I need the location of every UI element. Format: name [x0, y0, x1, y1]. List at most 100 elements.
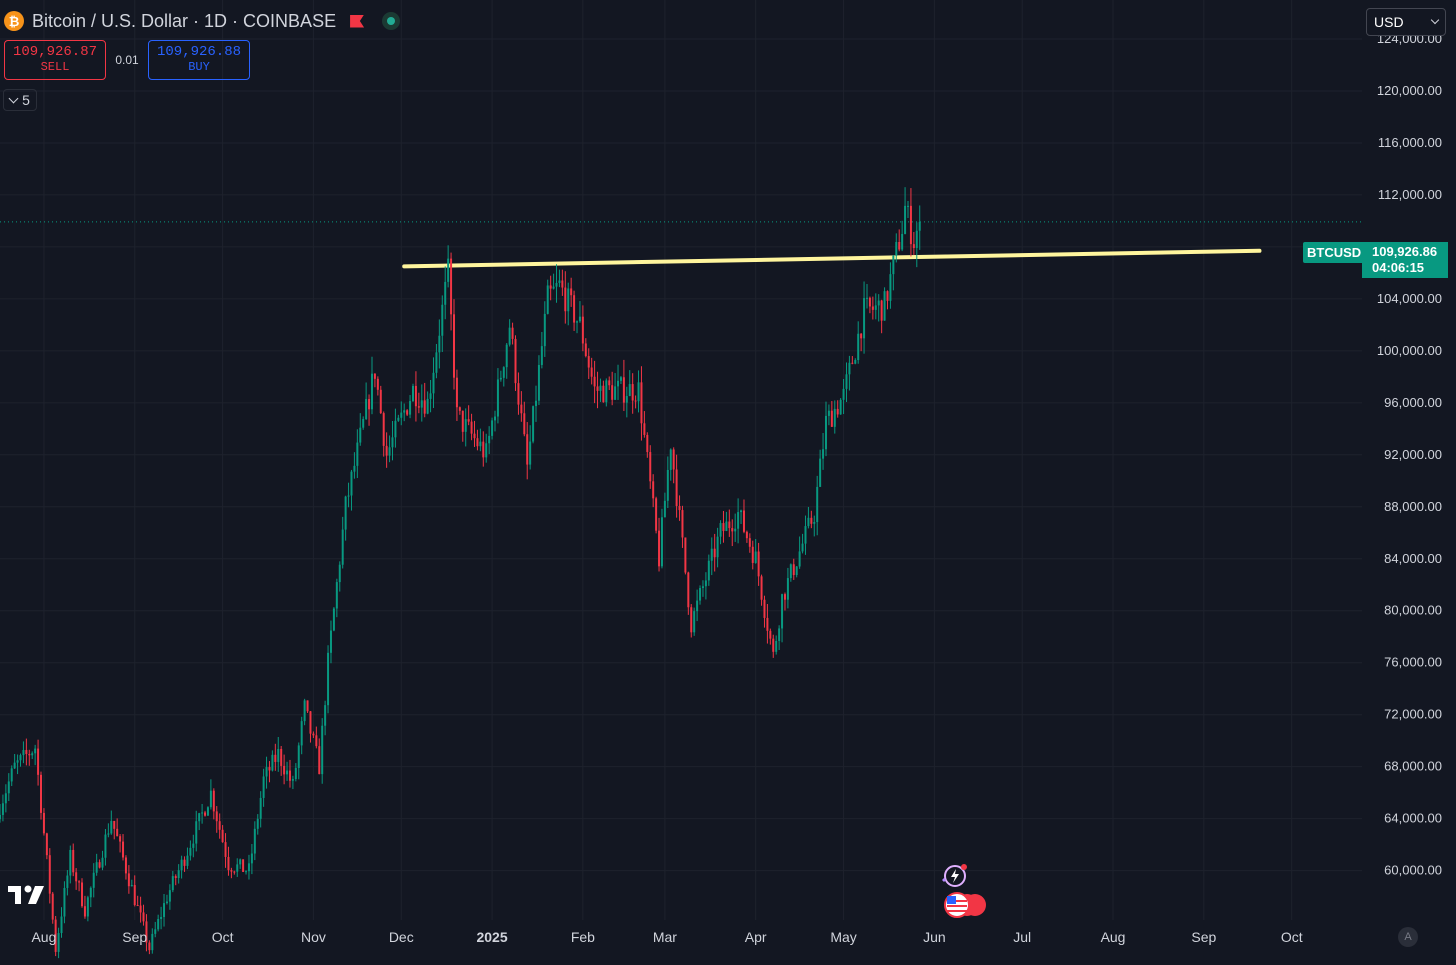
- candle-body: [482, 441, 485, 458]
- currency-select[interactable]: USD: [1366, 8, 1446, 36]
- spread-value: 0.01: [115, 53, 139, 67]
- candle: [713, 533, 716, 572]
- candle-body: [34, 748, 37, 754]
- candle-body: [19, 755, 22, 761]
- candle-body: [666, 469, 669, 501]
- candle: [570, 277, 573, 307]
- candle-body: [89, 887, 92, 898]
- candle: [915, 222, 918, 268]
- candle: [865, 284, 868, 309]
- candle: [388, 435, 391, 463]
- candle: [350, 469, 353, 511]
- candle: [201, 803, 204, 824]
- candle: [540, 331, 543, 369]
- candle: [119, 834, 122, 853]
- indicators-toggle-button[interactable]: 5: [3, 89, 37, 111]
- candle-body: [186, 855, 189, 866]
- candle-body: [447, 258, 450, 282]
- candle-body: [92, 872, 95, 888]
- y-tick-label: 72,000.00: [1384, 707, 1442, 722]
- candle-body: [224, 842, 227, 857]
- candle: [324, 700, 327, 736]
- candle-body: [865, 297, 868, 299]
- candle-body: [614, 386, 617, 400]
- candle: [660, 508, 663, 569]
- candle-body: [291, 779, 294, 781]
- ai-spark-event-icon[interactable]: [940, 862, 968, 890]
- candle-body: [499, 377, 502, 380]
- candle-body: [658, 530, 661, 567]
- candle-body: [646, 434, 649, 453]
- candle-body: [83, 906, 86, 917]
- candle: [819, 449, 822, 487]
- candle-body: [209, 790, 212, 808]
- candle: [801, 533, 804, 554]
- tradingview-logo-icon[interactable]: [8, 884, 48, 906]
- candle: [171, 870, 174, 893]
- candle-body: [587, 356, 590, 368]
- flag-icon[interactable]: [350, 14, 365, 28]
- candle-body: [748, 538, 751, 547]
- candle: [204, 810, 207, 817]
- candle-body: [704, 580, 707, 587]
- us-economic-events-icon[interactable]: [942, 892, 988, 918]
- bar-countdown: 04:06:15: [1372, 260, 1425, 275]
- symbol-title[interactable]: Bitcoin / U.S. Dollar · 1D · COINBASE: [32, 10, 337, 31]
- candle: [912, 232, 915, 255]
- candle-body: [283, 765, 286, 775]
- candle-body: [871, 306, 874, 310]
- candle-body: [122, 841, 125, 858]
- candle-body: [467, 419, 470, 422]
- time-axis[interactable]: Aug Sep Oct Nov Dec 2025 Feb Mar Apr May Jun Jul Aug…: [31, 929, 1302, 945]
- candle-body: [886, 291, 889, 301]
- candle-body: [1, 803, 4, 815]
- candle-body: [877, 300, 880, 306]
- candle-body: [669, 449, 672, 470]
- buy-button[interactable]: 109,926.88 BUY: [148, 40, 250, 80]
- symbol-header[interactable]: ₿ Bitcoin / U.S. Dollar · 1D · COINBASE: [4, 8, 401, 34]
- candle: [584, 338, 587, 358]
- candle: [596, 371, 599, 409]
- candle-body: [611, 385, 614, 400]
- candle: [663, 492, 666, 518]
- sell-button[interactable]: 109,926.87 SELL: [4, 40, 106, 80]
- candle: [476, 429, 479, 451]
- candle: [617, 364, 620, 400]
- candle-body: [253, 828, 256, 854]
- candle: [552, 273, 555, 290]
- candle: [816, 475, 819, 536]
- candle-body: [110, 820, 113, 834]
- candle: [288, 759, 291, 788]
- price-axis[interactable]: 60,000.00 64,000.00 68,000.00 72,000.00 76,0…: [1362, 0, 1456, 965]
- candle: [63, 881, 66, 924]
- candle: [745, 530, 748, 543]
- candle: [561, 269, 564, 296]
- candle: [195, 810, 198, 852]
- horizontal-trendline[interactable]: [402, 248, 1262, 269]
- candle-body: [165, 901, 168, 904]
- candle-body: [174, 876, 177, 879]
- candle: [239, 858, 242, 869]
- candle-body: [60, 916, 63, 934]
- candle: [488, 426, 491, 455]
- candle-body: [827, 410, 830, 416]
- candle-body: [502, 367, 505, 378]
- candle-body: [622, 377, 625, 403]
- candle-body: [488, 435, 491, 444]
- last-price-value: 109,926.86: [1372, 244, 1438, 259]
- candle-body: [127, 873, 130, 887]
- candle-body: [617, 380, 620, 387]
- candle: [704, 572, 707, 600]
- candle-body: [7, 781, 10, 794]
- candle-body: [101, 857, 104, 868]
- candle: [262, 768, 265, 807]
- candle: [192, 834, 195, 858]
- auto-scale-button[interactable]: A: [1398, 927, 1418, 947]
- candle-body: [409, 401, 412, 415]
- candle: [511, 322, 514, 345]
- candle-body: [672, 449, 675, 470]
- candle-body: [28, 754, 31, 756]
- candle: [868, 296, 871, 314]
